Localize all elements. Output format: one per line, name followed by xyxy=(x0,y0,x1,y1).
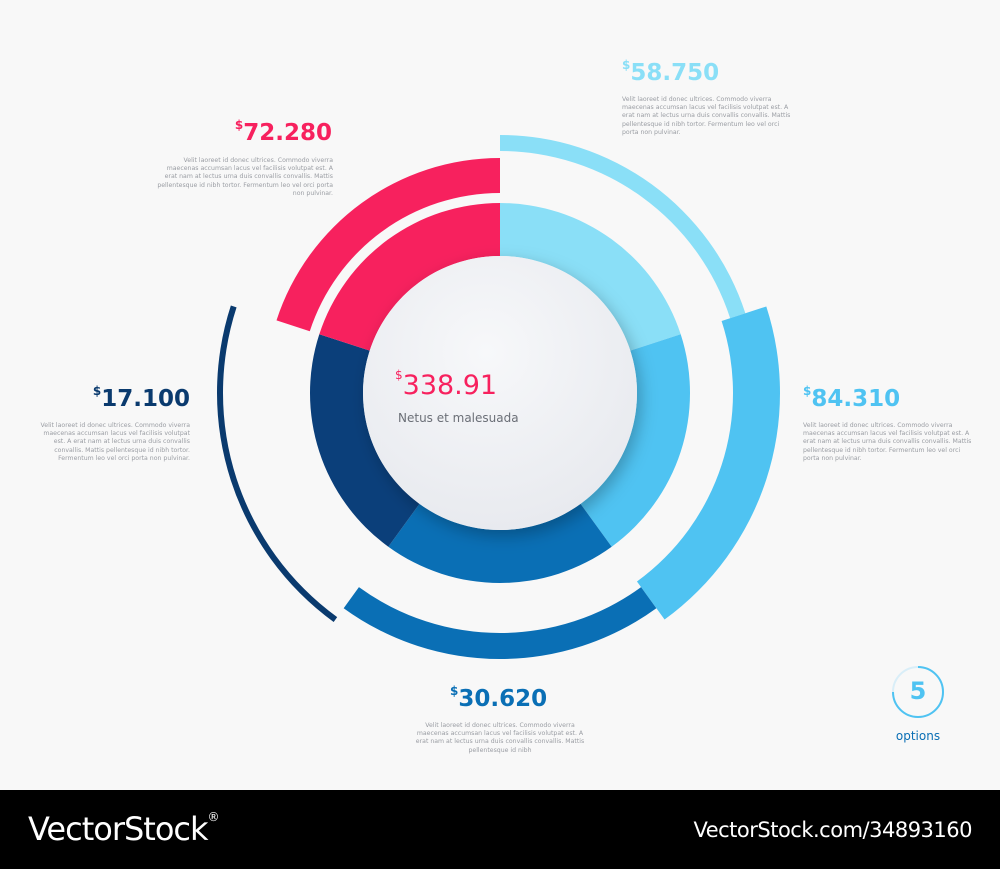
outer-arc xyxy=(636,306,781,620)
option-text: Velit laoreet id donec ultrices. Commodo… xyxy=(415,722,585,754)
inner-segment xyxy=(319,203,500,351)
option-value: $72.280 xyxy=(235,119,332,146)
amount: 72.280 xyxy=(243,120,332,146)
outer-arc xyxy=(217,305,338,622)
footer-brand: VectorStock® xyxy=(28,810,220,848)
option-text: Velit laoreet id donec ultrices. Commodo… xyxy=(157,157,333,197)
option-value: $30.620 xyxy=(450,685,548,712)
badge-count: 5 xyxy=(909,677,927,705)
amount: 84.310 xyxy=(811,386,901,412)
outer-arc xyxy=(500,135,746,319)
currency: $ xyxy=(450,684,459,698)
currency: $ xyxy=(234,118,244,132)
inner-segment xyxy=(580,334,690,547)
outer-arc xyxy=(276,158,500,332)
footer-url: VectorStock.com/34893160 xyxy=(693,818,972,842)
option-text: Velit laoreet id donec ultrices. Commodo… xyxy=(803,422,972,462)
option-value: $84.310 xyxy=(803,385,901,412)
currency: $ xyxy=(803,384,812,398)
option-text: Velit laoreet id donec ultrices. Commodo… xyxy=(622,96,791,136)
inner-segment xyxy=(388,503,612,584)
inner-segment xyxy=(310,334,420,547)
amount: 17.100 xyxy=(101,386,190,412)
outer-arc xyxy=(343,587,657,660)
inner-segment xyxy=(500,203,681,351)
badge-label: options xyxy=(895,729,941,743)
amount: 58.750 xyxy=(630,60,720,86)
option-value: $58.750 xyxy=(622,59,720,86)
badge-arc xyxy=(892,666,944,718)
amount: 30.620 xyxy=(458,686,548,712)
currency: $ xyxy=(622,58,631,72)
center-disc xyxy=(363,256,637,530)
currency: $ xyxy=(92,384,102,398)
footer-band xyxy=(0,790,1000,869)
center-label: Netus et malesuada xyxy=(398,411,519,425)
option-text: Velit laoreet id donec ultrices. Commodo… xyxy=(40,422,190,462)
option-value: $17.100 xyxy=(93,385,190,412)
center-value: $338.91 xyxy=(395,368,498,401)
